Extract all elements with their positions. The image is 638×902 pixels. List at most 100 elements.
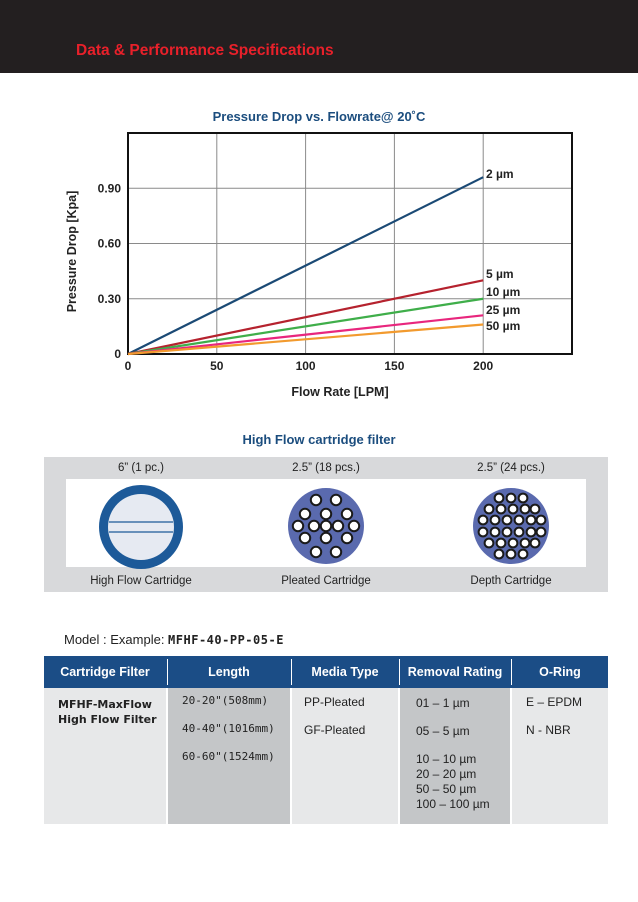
media-type-item: PP-Pleated bbox=[304, 695, 365, 709]
element-tube bbox=[309, 493, 323, 507]
media-type-item: GF-Pleated bbox=[304, 723, 366, 737]
element-tube bbox=[298, 531, 312, 545]
element-tube bbox=[513, 526, 525, 538]
cartridge-name: Depth Cartridge bbox=[470, 575, 552, 587]
y-tick-label: 0 bbox=[114, 347, 121, 361]
length-item: 40-40"(1016mm) bbox=[182, 722, 275, 735]
header-o-ring: O-Ring bbox=[539, 665, 581, 679]
element-tube bbox=[495, 537, 507, 549]
element-tube bbox=[519, 537, 531, 549]
spec-table: Cartridge Filter Length Media Type Remov… bbox=[44, 656, 608, 824]
series-label: 5 µm bbox=[486, 267, 514, 281]
o-ring-item: E – EPDM bbox=[526, 695, 583, 709]
element-tube bbox=[517, 492, 529, 504]
header-bar: Data & Performance Specifications bbox=[0, 0, 638, 73]
y-axis-label: Pressure Drop [Kpa] bbox=[65, 191, 79, 313]
page-title: Data & Performance Specifications bbox=[76, 42, 334, 59]
model-code: MFHF-40-PP-05-E bbox=[168, 633, 284, 647]
series-label: 50 µm bbox=[486, 319, 520, 333]
element-tube bbox=[525, 514, 537, 526]
model-label: Model : Example: bbox=[64, 632, 169, 647]
element-tube bbox=[489, 526, 501, 538]
length-item: 20-20"(508mm) bbox=[182, 694, 269, 707]
element-tube bbox=[291, 519, 305, 533]
removal-rating-item: 20 – 20 µm bbox=[416, 767, 477, 781]
cartridge-pleated: 2.5” (18 pcs.) Pleated Cartridge bbox=[232, 457, 420, 592]
model-example: Model : Example: MFHF-40-PP-05-E bbox=[64, 632, 284, 647]
element-tube bbox=[347, 519, 361, 533]
cartridge-high-flow: 6” (1 pc.) High Flow Cartridge bbox=[47, 457, 235, 592]
header-length: Length bbox=[208, 665, 250, 679]
removal-rating-item: 50 – 50 µm bbox=[416, 782, 477, 796]
filter-name: MFHF-MaxFlow High Flow Filter bbox=[58, 697, 157, 727]
y-tick-label: 0.30 bbox=[98, 292, 122, 306]
element-tube bbox=[493, 548, 505, 560]
element-tube bbox=[477, 514, 489, 526]
col-o-ring: E – EPDM N - NBR bbox=[512, 688, 608, 824]
element-tube bbox=[340, 507, 354, 521]
o-ring-item: N - NBR bbox=[526, 723, 571, 737]
x-tick-label: 200 bbox=[473, 359, 493, 373]
element-tube bbox=[319, 507, 333, 521]
element-tube bbox=[507, 503, 519, 515]
series-line bbox=[127, 176, 484, 355]
x-tick-label: 0 bbox=[125, 359, 132, 373]
y-tick-label: 0.90 bbox=[98, 181, 122, 195]
table-body: MFHF-MaxFlow High Flow Filter 20-20"(508… bbox=[44, 688, 608, 824]
series-line bbox=[127, 323, 484, 356]
cartridge-name: Pleated Cartridge bbox=[281, 575, 371, 587]
cartridge-size: 2.5” (18 pcs.) bbox=[292, 462, 360, 474]
element-tube bbox=[477, 526, 489, 538]
chart-title: Pressure Drop vs. Flowrate@ 20˚C bbox=[212, 109, 426, 124]
cartridge-size: 6” (1 pc.) bbox=[117, 462, 164, 474]
x-tick-label: 50 bbox=[210, 359, 224, 373]
element-tube bbox=[529, 503, 541, 515]
element-tube bbox=[505, 548, 517, 560]
pleated-cartridge-icon bbox=[288, 488, 364, 564]
element-tube bbox=[519, 503, 531, 515]
removal-rating-item: 100 – 100 µm bbox=[416, 797, 490, 811]
element-tube bbox=[483, 503, 495, 515]
element-tube bbox=[307, 519, 321, 533]
element-tube bbox=[507, 537, 519, 549]
col-media-type: PP-Pleated GF-Pleated bbox=[292, 688, 398, 824]
element-tube bbox=[513, 514, 525, 526]
filter-name-line: MFHF-MaxFlow bbox=[58, 698, 152, 711]
element-tube bbox=[319, 531, 333, 545]
x-tick-label: 150 bbox=[384, 359, 404, 373]
table-header: Cartridge Filter Length Media Type Remov… bbox=[44, 656, 608, 688]
header-cartridge-filter: Cartridge Filter bbox=[60, 665, 150, 679]
header-divider bbox=[291, 659, 292, 685]
depth-cartridge-icon bbox=[473, 488, 549, 564]
element-tube bbox=[331, 519, 345, 533]
element-tube bbox=[340, 531, 354, 545]
cartridge-size: 2.5” (24 pcs.) bbox=[477, 462, 545, 474]
element-tube bbox=[505, 492, 517, 504]
element-tube bbox=[493, 492, 505, 504]
pressure-drop-chart: 0 50 100 150 200 0 0.30 0.60 0.90 Flow Rate [LPM]… bbox=[65, 132, 573, 399]
plot-frame bbox=[127, 132, 573, 355]
element-tube bbox=[309, 545, 323, 559]
removal-rating-item: 05 – 5 µm bbox=[416, 724, 470, 738]
series-line bbox=[127, 279, 484, 356]
element-tube bbox=[483, 537, 495, 549]
header-divider bbox=[399, 659, 400, 685]
element-tube bbox=[535, 514, 547, 526]
col-length: 20-20"(508mm) 40-40"(1016mm) 60-60"(1524… bbox=[168, 688, 290, 824]
element-tube bbox=[298, 507, 312, 521]
header-removal-rating: Removal Rating bbox=[407, 665, 503, 679]
series-label: 2 µm bbox=[486, 167, 514, 181]
header-divider bbox=[167, 659, 168, 685]
header-media-type: Media Type bbox=[311, 665, 379, 679]
filter-name-line: High Flow Filter bbox=[58, 713, 157, 726]
element-tube bbox=[329, 545, 343, 559]
cartridge-panel: 6” (1 pc.) High Flow Cartridge 2.5” (18 … bbox=[44, 457, 608, 592]
high-flow-cartridge-icon bbox=[99, 485, 183, 569]
element-tube bbox=[489, 514, 501, 526]
element-tube bbox=[529, 537, 541, 549]
element-tube bbox=[525, 526, 537, 538]
element-tube bbox=[495, 503, 507, 515]
element-tube bbox=[319, 519, 333, 533]
series-line bbox=[127, 314, 484, 356]
cartridge-depth: 2.5” (24 pcs.) Depth Cartridge bbox=[417, 457, 605, 592]
